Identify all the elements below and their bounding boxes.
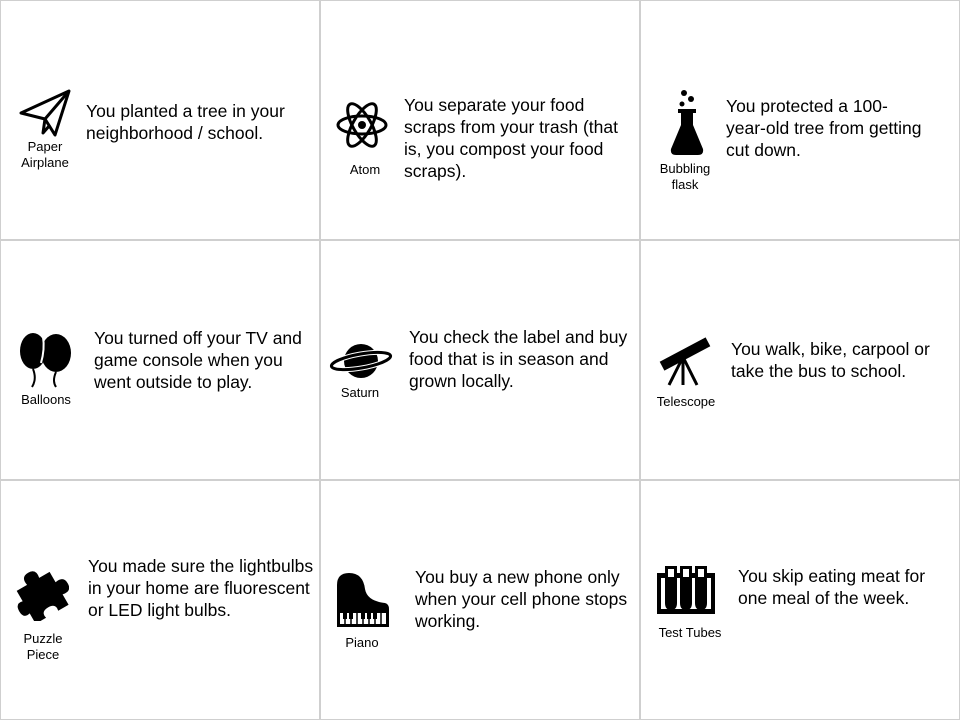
card-piano: Piano You buy a new phone only when your… [320, 480, 640, 720]
icon-caption: Atom [349, 162, 381, 177]
card-text: You check the label and buy food that is… [409, 327, 628, 391]
icon-caption: Saturn [340, 385, 380, 400]
card-text: You made sure the lightbulbs in your hom… [88, 556, 314, 620]
card-paper-airplane: Paper Airplane You planted a tree in you… [0, 0, 320, 240]
card-bubbling-flask: Bubbling flask You protected a 100-year-… [640, 0, 960, 240]
saturn-icon [329, 339, 393, 383]
icon-caption: Bubbling flask [659, 161, 711, 192]
card-atom: Atom You separate your food scraps from … [320, 0, 640, 240]
card-balloons: Balloons You turned off your TV and game… [0, 240, 320, 480]
icon-caption: Paper Airplane [21, 139, 69, 170]
card-text: You turned off your TV and game console … [94, 328, 302, 392]
card-test-tubes: Test Tubes You skip eating meat for one … [640, 480, 960, 720]
card-text: You separate your food scraps from your … [404, 95, 618, 181]
icon-caption: Telescope [656, 394, 716, 409]
card-text: You planted a tree in your neighborhood … [86, 101, 285, 143]
atom-icon [335, 97, 389, 153]
icon-caption: Piano [345, 635, 379, 650]
piano-icon [335, 571, 391, 629]
card-text: You walk, bike, carpool or take the bus … [731, 339, 930, 381]
icon-caption: Balloons [21, 392, 71, 407]
card-saturn: Saturn You check the label and buy food … [320, 240, 640, 480]
icon-caption: Puzzle Piece [23, 631, 63, 662]
card-text: You skip eating meat for one meal of the… [738, 566, 926, 608]
icon-caption: Test Tubes [658, 625, 722, 640]
balloons-icon [19, 329, 75, 389]
card-telescope: Telescope You walk, bike, carpool or tak… [640, 240, 960, 480]
card-text: You buy a new phone only when your cell … [415, 567, 628, 631]
card-text: You protected a 100-year-old tree from g… [726, 96, 922, 160]
puzzle-piece-icon [13, 565, 69, 621]
telescope-icon [655, 327, 715, 387]
card-puzzle-piece: Puzzle Piece You made sure the lightbulb… [0, 480, 320, 720]
test-tubes-icon [657, 565, 715, 615]
bubbling-flask-icon [669, 89, 705, 157]
paper-airplane-icon [17, 87, 73, 139]
